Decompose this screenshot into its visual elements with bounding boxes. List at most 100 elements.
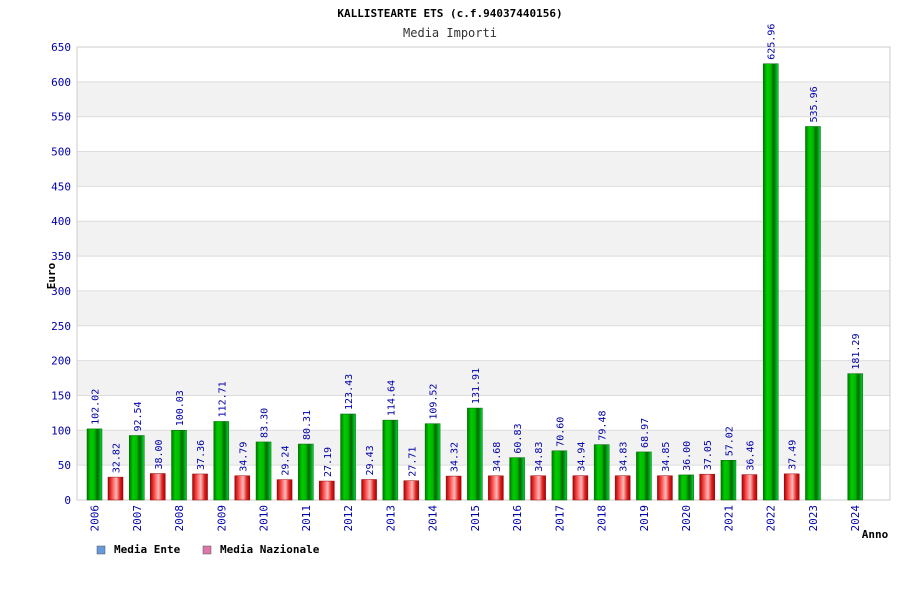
data-label: 123.43 xyxy=(344,374,355,410)
data-label: 37.36 xyxy=(196,440,207,470)
x-tick-label: 2006 xyxy=(89,505,102,532)
plot-band xyxy=(77,186,890,222)
bar-media-ente xyxy=(467,407,483,501)
x-tick-label: 2009 xyxy=(215,505,228,532)
data-label: 68.97 xyxy=(640,418,651,448)
data-label: 27.19 xyxy=(323,447,334,477)
y-tick-label: 0 xyxy=(64,494,71,507)
x-tick-label: 2018 xyxy=(596,505,609,532)
x-axis-label: Anno xyxy=(862,528,889,541)
plot-band xyxy=(77,290,890,326)
data-label: 34.79 xyxy=(238,442,249,472)
y-tick-label: 150 xyxy=(51,389,71,402)
plot-band xyxy=(77,151,890,187)
y-axis-label: Euro xyxy=(45,262,58,289)
bar-media-nazionale xyxy=(783,473,800,501)
bar-media-nazionale xyxy=(150,473,166,501)
bar-media-nazionale xyxy=(614,475,631,501)
plot-band xyxy=(77,360,890,396)
y-tick-label: 400 xyxy=(51,215,71,228)
plot-band xyxy=(77,256,890,291)
data-label: 29.24 xyxy=(281,446,292,476)
y-axis: 0 50 100 150 200 250 300 350 400 450 500 550 600 650 xyxy=(51,41,71,507)
data-label: 57.02 xyxy=(724,426,735,456)
data-label: 34.83 xyxy=(619,442,630,472)
y-tick-label: 50 xyxy=(58,459,71,472)
x-tick-label: 2012 xyxy=(342,505,355,532)
x-tick-label: 2007 xyxy=(131,505,144,532)
y-tick-label: 550 xyxy=(51,111,71,124)
bar-media-nazionale xyxy=(741,474,758,501)
bar-media-ente xyxy=(593,444,610,501)
data-label: 37.49 xyxy=(788,440,799,470)
x-tick-label: 2013 xyxy=(384,505,397,532)
data-label: 131.91 xyxy=(471,368,482,404)
x-tick-label: 2022 xyxy=(765,505,778,532)
data-label: 37.05 xyxy=(703,440,714,470)
plot-band xyxy=(77,221,890,257)
x-tick-label: 2019 xyxy=(638,505,651,532)
data-label: 535.96 xyxy=(809,86,820,122)
data-label: 109.52 xyxy=(429,384,440,420)
data-label: 80.31 xyxy=(302,410,313,440)
x-tick-label: 2010 xyxy=(258,505,271,532)
bar-media-ente xyxy=(171,430,187,501)
legend-swatch-media-nazionale xyxy=(202,545,212,555)
bar-media-ente xyxy=(129,435,145,501)
plot-band xyxy=(77,47,890,82)
data-label: 34.83 xyxy=(534,442,545,472)
bar-media-nazionale xyxy=(107,476,124,501)
data-label: 79.48 xyxy=(598,410,609,440)
bar-media-nazionale xyxy=(403,480,420,501)
plot-band xyxy=(77,325,890,361)
bar-media-ente xyxy=(847,373,863,501)
bar-media-ente xyxy=(720,460,737,501)
x-tick-label: 2011 xyxy=(300,505,313,532)
x-tick-label: 2020 xyxy=(680,505,693,532)
bar-media-nazionale xyxy=(699,473,715,501)
x-tick-label: 2024 xyxy=(849,505,862,532)
bar-media-ente xyxy=(424,423,441,501)
bar-media-ente xyxy=(805,126,821,501)
x-tick-label: 2016 xyxy=(511,505,524,532)
bar-media-ente xyxy=(213,421,230,501)
data-label: 36.00 xyxy=(682,441,693,471)
legend-swatch-media-ente xyxy=(96,545,106,555)
bar-media-nazionale xyxy=(530,475,546,501)
data-label: 38.00 xyxy=(154,439,165,469)
data-label: 625.96 xyxy=(767,24,778,60)
x-tick-label: 2021 xyxy=(722,505,735,532)
plot-band xyxy=(77,116,890,152)
plot-background xyxy=(76,46,891,501)
data-label: 83.30 xyxy=(260,408,271,438)
y-tick-label: 200 xyxy=(51,355,71,368)
bar-media-ente xyxy=(382,419,399,501)
data-label: 102.02 xyxy=(91,389,102,425)
y-tick-label: 450 xyxy=(51,180,71,193)
bar-media-nazionale xyxy=(276,479,293,501)
data-label: 27.71 xyxy=(407,447,418,477)
legend-label-media-ente: Media Ente xyxy=(114,543,181,556)
data-label: 36.46 xyxy=(745,440,756,470)
bar-media-ente xyxy=(298,443,314,501)
x-axis: 2006 2007 2008 2009 2010 2011 2012 2013 2014 2015… xyxy=(89,505,863,532)
legend-label-media-nazionale: Media Nazionale xyxy=(220,543,320,556)
bars: 102.02 32.82 92.54 38.00 100.03 37.36 112.71 34… xyxy=(86,24,863,501)
bar-media-nazionale xyxy=(192,473,208,501)
chart-title: KALLISTEARTE ETS (c.f.94037440156) xyxy=(337,7,562,20)
plot-frame xyxy=(76,46,891,501)
data-label: 34.32 xyxy=(450,442,461,472)
plot-band xyxy=(77,395,890,431)
bar-media-ente xyxy=(678,474,694,501)
y-tick-label: 600 xyxy=(51,76,71,89)
bar-media-nazionale xyxy=(361,479,377,501)
data-label: 60.83 xyxy=(513,423,524,453)
x-tick-label: 2014 xyxy=(427,505,440,532)
data-label: 29.43 xyxy=(365,445,376,475)
bar-media-nazionale xyxy=(572,475,589,501)
data-label: 181.29 xyxy=(851,334,862,370)
bar-media-nazionale xyxy=(657,475,673,501)
data-label: 112.71 xyxy=(217,381,228,417)
